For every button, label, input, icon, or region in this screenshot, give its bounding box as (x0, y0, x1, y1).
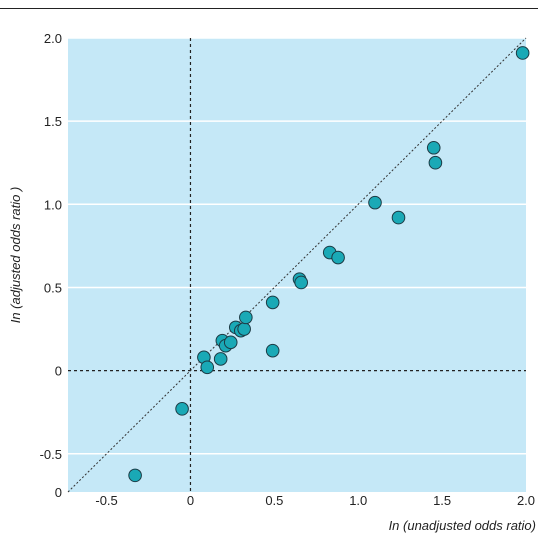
y-tick-label: 2.0 (44, 31, 62, 46)
y-tick-label: 0 (55, 364, 62, 379)
data-point (331, 250, 345, 265)
data-point (426, 140, 441, 155)
data-point (265, 343, 280, 358)
x-tick-label: 1.0 (349, 493, 367, 508)
data-point (223, 335, 238, 350)
x-axis-title: In (unadjusted odds ratio) (389, 518, 536, 533)
top-rule (0, 8, 538, 9)
data-point (213, 352, 228, 366)
y-axis-title: In (adjusted odds ratio ) (8, 187, 23, 324)
data-point (294, 275, 308, 290)
data-point (428, 155, 443, 170)
x-tick-labels: -0.5 0.5 1.0 1.5 2.0 0 (95, 493, 535, 508)
x-tick-label: 1.5 (433, 493, 451, 508)
data-point (128, 468, 142, 483)
data-point (237, 322, 251, 336)
x-tick-label: 0.5 (265, 493, 283, 508)
y-tick-label: 1.5 (44, 114, 62, 129)
x-tick-label: 2.0 (517, 493, 535, 508)
y-tick-labels: 2.0 1.5 1.0 0.5 0 -0.5 0 (40, 31, 62, 500)
data-point (239, 310, 253, 325)
data-point (391, 210, 406, 225)
y-tick-label: 1.0 (44, 197, 62, 212)
data-point (175, 402, 189, 416)
y-tick-label: 0 (55, 485, 62, 500)
data-point (265, 295, 280, 310)
data-point (368, 195, 382, 210)
data-point (200, 360, 215, 375)
y-tick-label: 0.5 (44, 280, 62, 295)
data-point (515, 46, 530, 60)
reference-lines (67, 37, 527, 493)
x-tick-label: -0.5 (95, 493, 117, 508)
x-tick-label: 0 (187, 493, 194, 508)
gridlines (68, 37, 526, 455)
y-tick-label: -0.5 (40, 447, 62, 462)
data-points (128, 46, 530, 483)
identity-line (67, 37, 527, 493)
